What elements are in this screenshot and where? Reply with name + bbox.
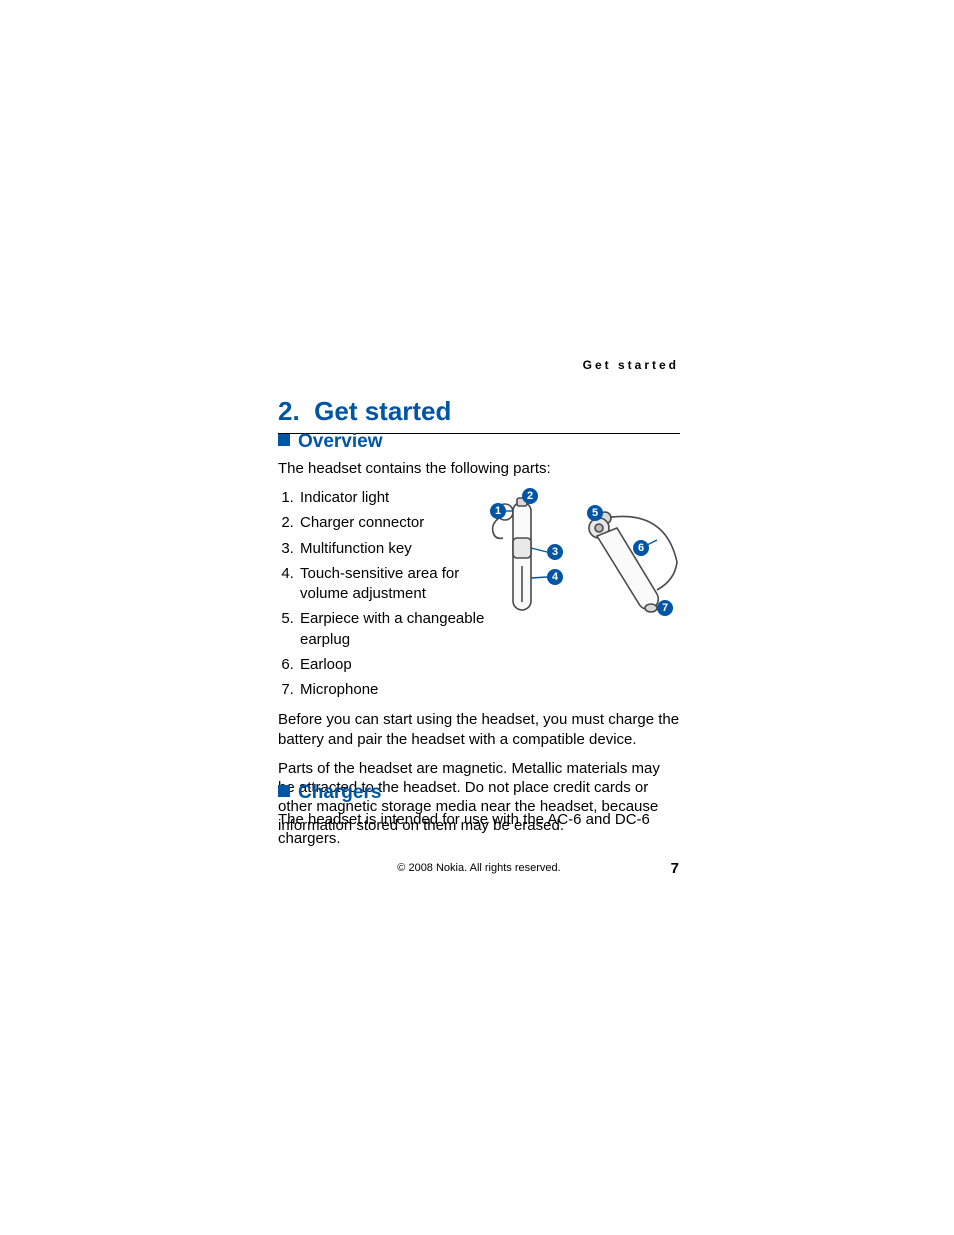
list-item: Multifunction key [298,539,488,559]
manual-page: Get started 2. Get started Overview The … [0,0,954,1235]
chapter-title: 2. Get started [278,396,680,434]
diagram-callout-2: 2 [522,488,538,504]
running-header: Get started [583,358,679,372]
list-item: Indicator light [298,488,488,508]
chapter-number: 2. [278,396,300,426]
diagram-callout-5: 5 [587,505,603,521]
list-item: Earloop [298,655,488,675]
chapter-title-text: Get started [314,396,451,426]
diagram-callout-1: 1 [490,503,506,519]
headset-diagram: 1 2 3 4 5 6 7 [485,488,685,623]
diagram-callout-7: 7 [657,600,673,616]
overview-intro: The headset contains the following parts… [278,459,680,478]
section-heading-overview-text: Overview [298,431,383,452]
list-item: Microphone [298,680,488,700]
diagram-callout-3: 3 [547,544,563,560]
diagram-callout-4: 4 [547,569,563,585]
section-heading-chargers-text: Chargers [298,782,381,803]
square-bullet-icon [278,434,290,446]
chargers-body: The headset is intended for use with the… [278,810,680,848]
parts-list: Indicator light Charger connector Multif… [278,488,488,700]
headset-diagram-svg [485,488,685,623]
page-number: 7 [671,860,679,877]
list-item: Earpiece with a changeable earplug [298,609,488,650]
overview-body-1: Before you can start using the headset, … [278,710,680,748]
list-item: Charger connector [298,513,488,533]
diagram-callout-6: 6 [633,540,649,556]
list-item: Touch-sensitive area for volume adjustme… [298,564,488,605]
section-heading-overview: Overview [278,431,680,453]
section-chargers: Chargers The headset is intended for use… [278,782,680,858]
section-heading-chargers: Chargers [278,782,680,804]
square-bullet-icon [278,785,290,797]
footer-copyright: © 2008 Nokia. All rights reserved. [278,862,680,874]
